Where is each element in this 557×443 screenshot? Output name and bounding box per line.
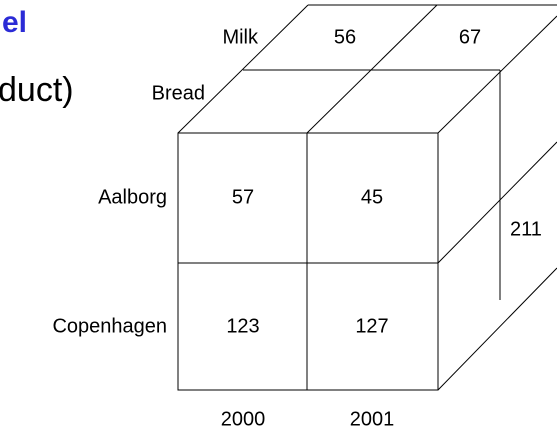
cube-edge: [437, 141, 557, 264]
cube-edge: [306, 4, 438, 134]
cube-edge: [437, 267, 557, 391]
cell-value: 45: [361, 186, 383, 208]
cell-value: 127: [355, 315, 388, 337]
front-face: [177, 132, 439, 391]
column-label: 2001: [350, 408, 395, 430]
cube-edge: [177, 4, 309, 134]
depth-label: Milk: [222, 26, 259, 48]
column-label: 2000: [221, 408, 266, 430]
subtitle: duct): [0, 71, 74, 109]
cell-value: 56: [334, 26, 356, 48]
depth-label: Bread: [152, 82, 205, 104]
cell-value: 123: [226, 315, 259, 337]
cell-value: 57: [232, 186, 254, 208]
row-label: Aalborg: [98, 186, 167, 208]
title: el: [2, 6, 27, 39]
cell-value: 67: [459, 26, 481, 48]
cell-value: 211: [510, 218, 542, 240]
cube-edge: [437, 15, 557, 134]
row-label: Copenhagen: [52, 315, 167, 337]
